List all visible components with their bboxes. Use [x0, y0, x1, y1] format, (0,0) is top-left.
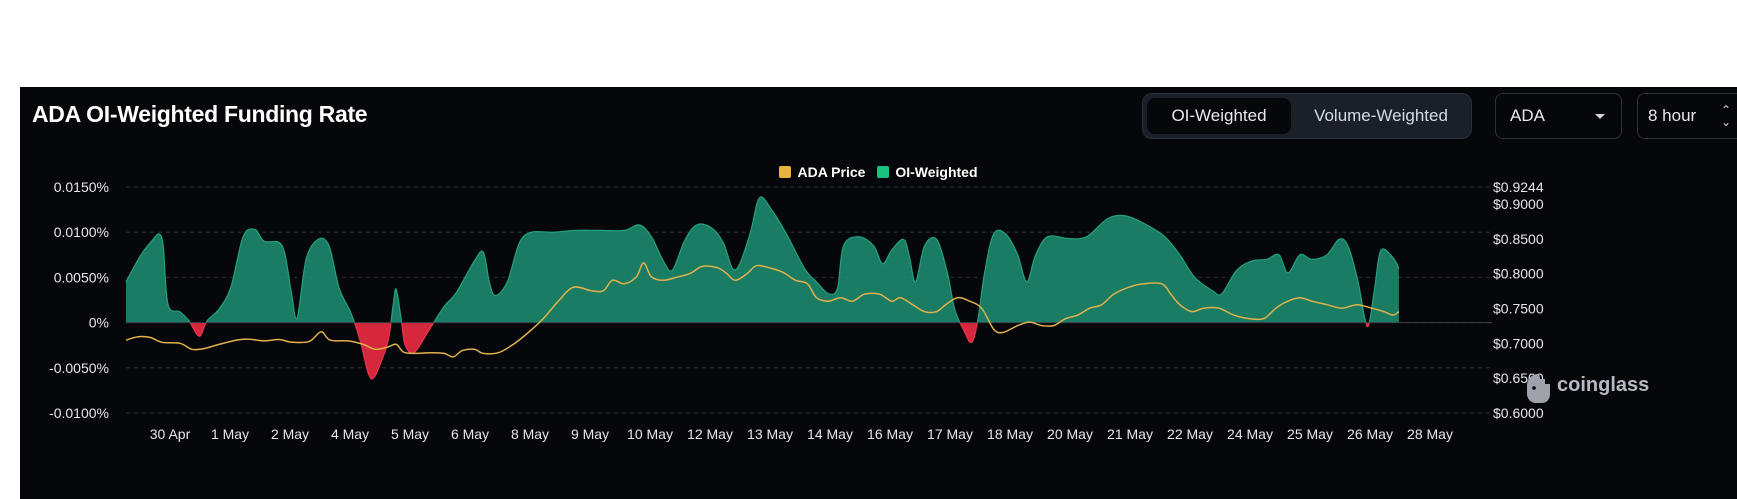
coinglass-watermark: coinglass: [1523, 372, 1650, 408]
y-right-tick-label: $0.8000: [1493, 266, 1544, 282]
x-tick-label: 13 May: [747, 426, 793, 442]
x-tick-label: 21 May: [1107, 426, 1153, 442]
interval-select-value: 8 hour: [1648, 106, 1697, 125]
y-right-tick-label: $0.7500: [1493, 300, 1544, 316]
chart-legend: ADA Price OI-Weighted: [20, 164, 1737, 180]
oi-positive-line: [125, 196, 1400, 323]
volume-weighted-option[interactable]: Volume-Weighted: [1314, 106, 1448, 125]
oi-positive-area: [126, 196, 1399, 323]
y-left-tick-label: 0.0150%: [54, 179, 109, 195]
x-tick-label: 8 May: [511, 426, 549, 442]
x-tick-label: 1 May: [211, 426, 249, 442]
x-tick-label: 25 May: [1287, 426, 1333, 442]
x-tick-label: 14 May: [807, 426, 853, 442]
oi-weighted-option[interactable]: OI-Weighted: [1147, 98, 1291, 134]
legend-item-oi[interactable]: OI-Weighted: [877, 164, 978, 180]
x-tick-label: 6 May: [451, 426, 489, 442]
y-right-tick-label: $0.7000: [1493, 335, 1544, 351]
legend-item-price[interactable]: ADA Price: [779, 164, 865, 180]
y-left-tick-label: -0.0100%: [49, 405, 109, 421]
x-tick-label: 24 May: [1227, 426, 1273, 442]
coinglass-logo-icon: [1527, 374, 1550, 403]
x-tick-label: 28 May: [1407, 426, 1453, 442]
x-tick-label: 2 May: [271, 426, 309, 442]
y-right-tick-label: $0.9244: [1493, 179, 1544, 195]
x-tick-label: 18 May: [987, 426, 1033, 442]
coin-select-value: ADA: [1510, 106, 1545, 125]
chart-panel: ADA OI-Weighted Funding Rate OI-Weighted…: [20, 87, 1737, 499]
interval-select[interactable]: 8 hour ⌃ ⌄: [1637, 93, 1737, 139]
y-left-tick-label: 0%: [89, 315, 109, 331]
y-left-tick-label: 0.0050%: [54, 269, 109, 285]
x-tick-label: 9 May: [571, 426, 609, 442]
x-tick-label: 10 May: [627, 426, 673, 442]
up-down-arrows-icon: ⌃ ⌄: [1720, 103, 1731, 129]
legend-swatch-oi: [877, 166, 890, 178]
chevron-down-icon: [1595, 114, 1605, 119]
y-right-tick-label: $0.6000: [1493, 405, 1544, 421]
x-tick-label: 16 May: [867, 426, 913, 442]
watermark-text: coinglass: [1557, 374, 1650, 396]
x-tick-label: 12 May: [687, 426, 733, 442]
y-left-tick-label: -0.0050%: [49, 360, 109, 376]
legend-oi-label: OI-Weighted: [895, 164, 978, 180]
y-left-tick-label: 0.0100%: [54, 224, 109, 240]
x-tick-label: 22 May: [1167, 426, 1213, 442]
funding-rate-chart: 0.0150% 0.0100% 0.0050% 0% -0.0050% -0.0100% $…: [49, 179, 1544, 442]
x-tick-label: 20 May: [1047, 426, 1093, 442]
x-tick-label: 30 Apr: [150, 426, 191, 442]
legend-swatch-price: [779, 166, 792, 178]
x-tick-label: 4 May: [331, 426, 369, 442]
weighting-toggle: OI-Weighted Volume-Weighted: [1142, 93, 1472, 139]
x-tick-label: 17 May: [927, 426, 973, 442]
coin-select[interactable]: ADA: [1495, 93, 1622, 139]
price-line: [125, 262, 1400, 358]
x-tick-label: 26 May: [1347, 426, 1393, 442]
legend-price-label: ADA Price: [797, 164, 866, 180]
y-right-tick-label: $0.8500: [1493, 231, 1544, 247]
y-right-tick-label: $0.9000: [1493, 196, 1544, 212]
x-tick-label: 5 May: [391, 426, 429, 442]
chart-title: ADA OI-Weighted Funding Rate: [32, 101, 368, 127]
